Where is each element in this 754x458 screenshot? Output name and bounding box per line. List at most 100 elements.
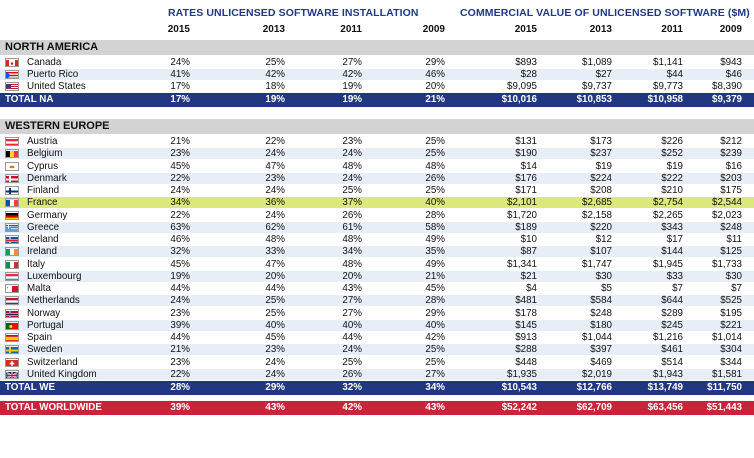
- country-name: Greece: [27, 221, 60, 233]
- value-cell: $63,456: [647, 402, 683, 413]
- value-cell: $180: [590, 319, 612, 331]
- value-cell: 24%: [265, 368, 285, 380]
- value-cell: $2,023: [712, 209, 742, 221]
- austria-flag-icon: [5, 137, 19, 146]
- value-cell: $30: [595, 270, 612, 282]
- value-cell: $212: [720, 136, 742, 147]
- region-header-north-america: NORTH AMERICA: [0, 40, 754, 55]
- year-label: 2015: [514, 24, 537, 35]
- value-cell: 35%: [425, 246, 445, 258]
- country-name: Ireland: [27, 246, 57, 258]
- value-cell: $10,543: [501, 382, 537, 393]
- year-label: 2015: [167, 24, 190, 35]
- value-cell: $16: [725, 160, 742, 172]
- country-name: Denmark: [27, 172, 67, 184]
- value-cell: 36%: [265, 197, 285, 209]
- switzerland-flag-icon: [5, 357, 19, 367]
- value-cell: $1,733: [712, 258, 742, 270]
- value-cell: $19: [595, 160, 612, 172]
- value-cell: 18%: [265, 81, 285, 92]
- canada-flag-icon: [5, 58, 19, 67]
- value-cell: 49%: [425, 258, 445, 270]
- value-cell: 23%: [170, 148, 190, 160]
- total-label: TOTAL NA: [5, 94, 54, 105]
- country-row-switzerland: Switzerland 23% 24% 25% 25% $448 $469 $514 $344: [0, 357, 754, 368]
- uk-flag-icon: [5, 369, 19, 379]
- country-name: United States: [27, 81, 86, 92]
- value-cell: $27: [595, 69, 612, 80]
- value-cell: $2,158: [582, 209, 612, 221]
- value-cell: $239: [720, 148, 742, 160]
- value-cell: $9,379: [712, 94, 742, 105]
- value-cell: $9,737: [582, 81, 612, 92]
- value-cell: $11,750: [707, 382, 742, 393]
- value-cell: $13,749: [647, 382, 683, 393]
- country-name: United Kingdom: [27, 368, 97, 380]
- belgium-flag-icon: [5, 149, 19, 159]
- value-cell: $7: [672, 283, 683, 294]
- year-label: 2009: [422, 24, 445, 35]
- year-label: 2013: [262, 24, 285, 35]
- value-cell: 20%: [342, 270, 362, 282]
- value-cell: $1,089: [582, 57, 612, 68]
- region-label: WESTERN EUROPE: [5, 120, 110, 132]
- value-cell: 22%: [170, 172, 190, 184]
- country-row-germany: Germany 22% 24% 26% 28% $1,720 $2,158 $2,265 $2,…: [0, 210, 754, 221]
- value-cell: 43%: [425, 402, 445, 413]
- value-cell: 43%: [342, 283, 362, 294]
- country-name: Germany: [27, 209, 68, 221]
- country-name: Malta: [27, 283, 51, 294]
- value-cell: 26%: [425, 172, 445, 184]
- value-cell: $525: [720, 295, 742, 307]
- value-cell: $44: [666, 69, 683, 80]
- value-cell: 48%: [265, 234, 285, 245]
- value-cell: $448: [515, 356, 537, 368]
- value-cell: 25%: [265, 57, 285, 68]
- ireland-flag-icon: [5, 247, 19, 257]
- value-cell: 19%: [265, 94, 285, 105]
- value-cell: 24%: [265, 356, 285, 368]
- value-cell: $252: [661, 148, 683, 160]
- value-cell: 20%: [425, 81, 445, 92]
- country-row-canada: Canada 24% 25% 27% 29% $893 $1,089 $1,141 $943: [0, 57, 754, 68]
- year-header-row: 2015 2013 2011 2009 2015 2013 2011 2009: [0, 24, 754, 38]
- value-cell: 40%: [342, 319, 362, 331]
- value-cell: $397: [590, 344, 612, 356]
- value-cell: $51,443: [706, 402, 742, 413]
- country-name: Spain: [27, 332, 53, 343]
- value-cell: $8,390: [712, 81, 742, 92]
- country-name: Switzerland: [27, 356, 78, 368]
- value-cell: 25%: [425, 344, 445, 356]
- value-cell: $226: [661, 136, 683, 147]
- value-cell: 44%: [342, 332, 362, 343]
- usa-flag-icon: [5, 82, 19, 91]
- value-cell: 20%: [265, 270, 285, 282]
- total-we-row: TOTAL WE 28% 29% 32% 34% $10,543 $12,766 $13,74…: [0, 381, 754, 395]
- value-cell: 23%: [170, 307, 190, 319]
- value-cell: $46: [725, 69, 742, 80]
- value-cell: $1,141: [653, 57, 683, 68]
- value-cell: 42%: [265, 69, 285, 80]
- value-cell: $12,766: [576, 382, 612, 393]
- country-name: Cyprus: [27, 160, 59, 172]
- value-cell: $514: [661, 356, 683, 368]
- value-cell: 28%: [425, 209, 445, 221]
- country-row-portugal: Portugal 39% 40% 40% 40% $145 $180 $245 $221: [0, 319, 754, 331]
- value-cell: $171: [515, 185, 537, 196]
- value-cell: $2,754: [653, 197, 683, 209]
- value-cell: $1,935: [507, 368, 537, 380]
- value-cell: 49%: [425, 234, 445, 245]
- value-cell: $208: [590, 185, 612, 196]
- value-cell: $2,101: [507, 197, 537, 209]
- value-cell: $7: [731, 283, 742, 294]
- value-cell: 25%: [425, 356, 445, 368]
- country-row-france: France 34% 36% 37% 40% $2,101 $2,685 $2,754 $2,5…: [0, 197, 754, 209]
- value-cell: 25%: [425, 185, 445, 196]
- country-name: Iceland: [27, 234, 59, 245]
- value-cell: $1,216: [653, 332, 683, 343]
- value-cell: 45%: [170, 160, 190, 172]
- value-cell: $1,581: [712, 368, 742, 380]
- value-cell: $913: [515, 332, 537, 343]
- country-row-italy: Italy 45% 47% 48% 49% $1,341 $1,747 $1,945 $1,73…: [0, 259, 754, 270]
- value-cell: $2,265: [653, 209, 683, 221]
